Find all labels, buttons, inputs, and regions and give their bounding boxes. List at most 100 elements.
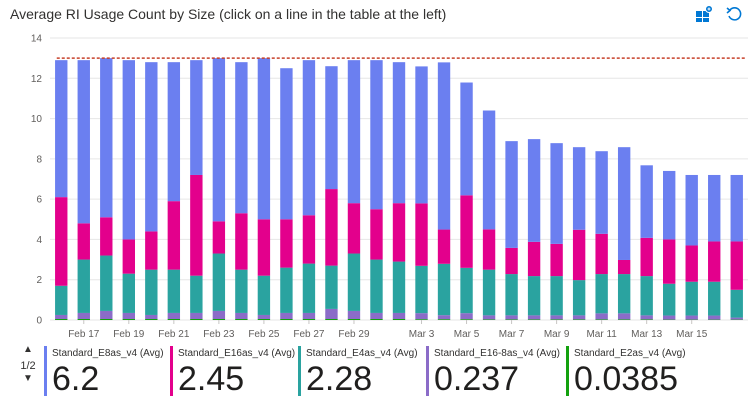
legend-color-swatch <box>426 346 429 396</box>
bar-segment-E2as <box>437 319 451 320</box>
bar-stack[interactable] <box>235 62 248 320</box>
bar-segment-E8as <box>257 58 271 220</box>
bar-segment-E16as <box>482 229 496 270</box>
bar-segment-E4as <box>437 263 451 316</box>
bar-stack[interactable] <box>77 60 90 320</box>
bar-segment-E16as <box>415 203 428 266</box>
bar-segment-E16_8as <box>257 314 271 319</box>
bar-stack[interactable] <box>708 174 721 320</box>
x-tick-label: Mar 15 <box>676 329 708 340</box>
legend-series-value: 2.45 <box>178 360 245 398</box>
bar-segment-E16_8as <box>595 313 608 320</box>
bar-segment-E8as <box>235 62 248 214</box>
bar-segment-E4as <box>122 273 135 313</box>
x-tick-label: Mar 7 <box>499 329 525 340</box>
bar-stack[interactable] <box>212 58 226 320</box>
bar-stack[interactable] <box>325 66 338 320</box>
bar-stack[interactable] <box>663 170 676 320</box>
bar-stack[interactable] <box>640 165 653 320</box>
bar-segment-E8as <box>212 58 226 222</box>
bar-segment-E4as <box>302 263 316 313</box>
bar-stack[interactable] <box>460 82 473 320</box>
bar-stack[interactable] <box>550 143 563 320</box>
legend-color-swatch <box>170 346 173 396</box>
bar-segment-E16as <box>505 247 518 275</box>
bar-stack[interactable] <box>730 174 743 320</box>
bar-segment-E2as <box>572 319 586 320</box>
bar-segment-E16_8as <box>100 310 113 319</box>
bar-segment-E16_8as <box>280 312 293 319</box>
bar-stack[interactable] <box>100 58 113 320</box>
bar-stack[interactable] <box>505 141 518 320</box>
legend-series-value: 6.2 <box>52 360 100 398</box>
bar-stack[interactable] <box>257 58 271 320</box>
bar-segment-E16as <box>145 231 158 270</box>
bar-segment-E16_8as <box>663 315 676 320</box>
bar-segment-E16as <box>280 219 293 268</box>
bar-segment-E2as <box>122 318 135 320</box>
bar-stack[interactable] <box>370 60 383 320</box>
bar-stack[interactable] <box>527 139 541 320</box>
bar-segment-E8as <box>663 170 676 240</box>
chevron-up-icon[interactable]: ▲ <box>23 344 33 355</box>
bar-segment-E16as <box>302 215 316 264</box>
chevron-down-icon[interactable]: ▼ <box>23 373 33 384</box>
bar-segment-E2as <box>550 319 563 320</box>
bar-stack[interactable] <box>122 60 135 320</box>
bar-segment-E4as <box>257 275 271 315</box>
bar-stack[interactable] <box>572 147 586 320</box>
bar-segment-E16as <box>460 195 473 268</box>
bar-segment-E8as <box>347 60 361 204</box>
bar-segment-E2as <box>235 318 248 320</box>
bar-segment-E16_8as <box>730 317 743 320</box>
bar-segment-E16_8as <box>482 315 496 320</box>
bar-stack[interactable] <box>190 60 203 320</box>
bar-segment-E16as <box>437 229 451 264</box>
bar-segment-E16_8as <box>415 313 428 320</box>
bar-segment-E4as <box>572 280 586 316</box>
y-tick-label: 10 <box>31 114 43 125</box>
bar-segment-E16_8as <box>235 312 248 319</box>
bar-stack[interactable] <box>167 62 181 320</box>
pin-to-dashboard-button[interactable] <box>694 4 714 24</box>
bar-segment-E2as <box>257 318 271 320</box>
bar-segment-E16_8as <box>302 312 316 319</box>
bar-segment-E16as <box>325 189 338 266</box>
bar-segment-E4as <box>460 267 473 314</box>
chart-legend: ▲ 1/2 ▼ Standard_E8as_v4 (Avg) 6.2 Standar… <box>0 344 750 400</box>
bar-segment-E4as <box>235 269 248 313</box>
bar-stack[interactable] <box>55 60 68 320</box>
bar-stack[interactable] <box>392 62 406 320</box>
bar-segment-E8as <box>708 174 721 242</box>
bar-stack[interactable] <box>415 66 428 320</box>
legend-page-indicator: 1/2 <box>20 360 36 372</box>
bar-stack[interactable] <box>145 62 158 320</box>
bar-segment-E16_8as <box>708 315 721 320</box>
bar-stack[interactable] <box>617 147 631 320</box>
bar-stack[interactable] <box>347 60 361 320</box>
bar-segment-E4as <box>392 261 406 313</box>
bar-segment-E16_8as <box>122 312 135 319</box>
bar-segment-E16_8as <box>190 312 203 319</box>
bar-stack[interactable] <box>437 62 451 320</box>
bar-segment-E16as <box>708 241 721 282</box>
bar-stack[interactable] <box>595 151 608 320</box>
bar-segment-E4as <box>640 276 653 316</box>
bar-segment-E2as <box>167 318 181 320</box>
bar-segment-E16_8as <box>167 312 181 319</box>
y-tick-label: 12 <box>31 74 43 85</box>
chart-bars <box>55 58 743 320</box>
bar-stack[interactable] <box>280 68 293 320</box>
bar-segment-E4as <box>505 274 518 316</box>
bar-segment-E4as <box>167 269 181 313</box>
bar-segment-E16as <box>685 245 698 282</box>
refresh-button[interactable] <box>724 4 744 24</box>
bar-segment-E16_8as <box>527 315 541 320</box>
bar-stack[interactable] <box>302 60 316 320</box>
x-tick-label: Feb 21 <box>158 329 190 340</box>
bar-stack[interactable] <box>685 174 698 320</box>
bar-segment-E4as <box>370 259 383 313</box>
bar-segment-E2as <box>302 318 316 320</box>
bar-stack[interactable] <box>482 110 496 320</box>
bar-segment-E16as <box>167 201 181 270</box>
